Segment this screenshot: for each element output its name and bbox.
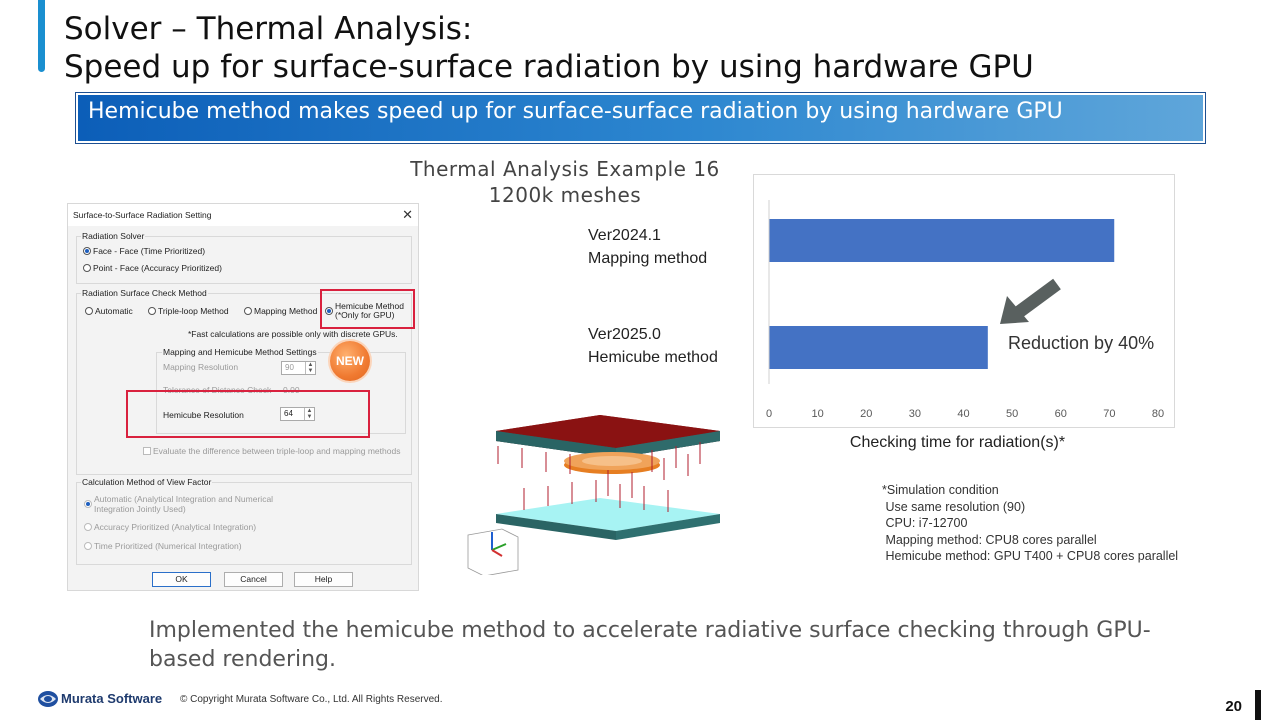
headline-banner-text: Hemicube method makes speed up for surfa… bbox=[78, 95, 1203, 141]
ok-button[interactable]: OK bbox=[152, 572, 211, 587]
category-label-ver2025: Ver2025.0 Hemicube method bbox=[588, 323, 718, 369]
radio-face-face-label: Face - Face (Time Prioritized) bbox=[93, 246, 206, 256]
radio-hemicube-label: Hemicube Method (*Only for GPU) bbox=[335, 302, 404, 320]
radio-automatic[interactable] bbox=[85, 307, 93, 315]
radio-point-face-label: Point - Face (Accuracy Prioritized) bbox=[93, 263, 222, 273]
example-title-line1: Thermal Analysis Example 16 bbox=[410, 157, 720, 181]
category-label-ver2024-line2: Mapping method bbox=[588, 250, 708, 267]
vf-automatic-line1: Automatic (Analytical Integration and Nu… bbox=[94, 494, 274, 504]
hemicube-gpu-only-note: (*Only for GPU) bbox=[335, 310, 395, 320]
bar-chart: 0 10 20 30 40 50 60 70 80 bbox=[766, 200, 1164, 420]
x-tick-label: 10 bbox=[812, 408, 824, 420]
footer-copyright: © Copyright Murata Software Co., Ltd. Al… bbox=[180, 694, 443, 705]
down-left-arrow-icon bbox=[1000, 278, 1061, 324]
radio-vf-accuracy-label: Accuracy Prioritized (Analytical Integra… bbox=[94, 522, 257, 532]
x-tick-label: 20 bbox=[860, 408, 872, 420]
view-factor-label: Calculation Method of View Factor bbox=[81, 477, 213, 487]
evaluate-difference-checkbox[interactable] bbox=[143, 447, 151, 455]
evaluate-difference-label: Evaluate the difference between triple-l… bbox=[153, 446, 401, 456]
headline-banner: Hemicube method makes speed up for surfa… bbox=[75, 92, 1206, 144]
cancel-button[interactable]: Cancel bbox=[224, 572, 283, 587]
category-label-ver2024-line1: Ver2024.1 bbox=[588, 227, 661, 244]
radio-hemicube[interactable] bbox=[325, 307, 333, 315]
method-settings-label: Mapping and Hemicube Method Settings bbox=[162, 347, 318, 357]
top-plate bbox=[496, 415, 720, 458]
page-number: 20 bbox=[1225, 698, 1242, 715]
conditions-heading: *Simulation condition bbox=[882, 483, 999, 497]
example-title-line2: 1200k meshes bbox=[488, 183, 642, 207]
radio-vf-time-label: Time Prioritized (Numerical Integration) bbox=[94, 541, 242, 551]
summary-text: Implemented the hemicube method to accel… bbox=[149, 618, 1151, 672]
vf-automatic-line2: Integration Jointly Used) bbox=[94, 504, 186, 514]
category-label-ver2025-line1: Ver2025.0 bbox=[588, 326, 661, 343]
radiation-arrows bbox=[497, 442, 701, 512]
slide-title-line2: Speed up for surface-surface radiation b… bbox=[64, 49, 1034, 85]
new-badge: NEW bbox=[330, 341, 370, 381]
radio-vf-time[interactable] bbox=[84, 542, 92, 550]
hemicube-resolution-stepper[interactable]: 64 ▲ ▼ bbox=[280, 407, 315, 421]
condition-line: Hemicube method: GPU T400 + CPU8 cores p… bbox=[882, 549, 1179, 563]
chart-frame bbox=[753, 174, 1175, 428]
page-number-bar bbox=[1255, 690, 1261, 720]
heater-disc bbox=[564, 452, 660, 474]
condition-line: Use same resolution (90) bbox=[882, 499, 1026, 514]
radio-vf-accuracy[interactable] bbox=[84, 523, 92, 531]
hemicube-highlight-box bbox=[320, 289, 415, 329]
check-method-group bbox=[76, 293, 412, 475]
radio-triple-loop-label: Triple-loop Method bbox=[158, 306, 229, 316]
bar-1 bbox=[769, 326, 988, 369]
category-label-ver2024: Ver2024.1 Mapping method bbox=[588, 224, 707, 270]
simulation-conditions: *Simulation condition Use same resolutio… bbox=[882, 482, 1178, 565]
stepper-arrows-icon: ▲ ▼ bbox=[305, 362, 315, 374]
hemicube-option-label: Hemicube Method bbox=[335, 301, 404, 311]
close-icon[interactable]: ✕ bbox=[402, 207, 413, 222]
radio-automatic-label: Automatic bbox=[95, 306, 133, 316]
title-accent-bar bbox=[38, 0, 45, 72]
radio-face-face[interactable] bbox=[83, 247, 91, 255]
x-tick-label: 80 bbox=[1152, 408, 1164, 420]
category-label-ver2025-line2: Hemicube method bbox=[588, 349, 718, 366]
radio-triple-loop[interactable] bbox=[148, 307, 156, 315]
x-tick-label: 30 bbox=[909, 408, 921, 420]
stepper-arrows-icon: ▲ ▼ bbox=[304, 408, 314, 420]
dialog-title: Surface-to-Surface Radiation Setting bbox=[73, 210, 212, 220]
x-tick-label: 70 bbox=[1103, 408, 1115, 420]
gpu-note: *Fast calculations are possible only wit… bbox=[188, 329, 398, 339]
help-button[interactable]: Help bbox=[294, 572, 353, 587]
dialog-title-bar: Surface-to-Surface Radiation Setting ✕ bbox=[68, 204, 418, 226]
mapping-resolution-value: 90 bbox=[285, 363, 294, 372]
radio-point-face[interactable] bbox=[83, 264, 91, 272]
axis-triad-icon bbox=[467, 528, 519, 575]
check-method-label: Radiation Surface Check Method bbox=[81, 288, 208, 298]
x-tick-label: 60 bbox=[1055, 408, 1067, 420]
bottom-plate bbox=[496, 498, 720, 540]
murata-logo-icon bbox=[38, 691, 58, 707]
condition-line: CPU: i7-12700 bbox=[882, 516, 968, 530]
hemicube-resolution-highlight-box bbox=[126, 390, 370, 438]
mapping-resolution-label: Mapping Resolution bbox=[163, 362, 239, 372]
condition-line: Mapping method: CPU8 cores parallel bbox=[882, 532, 1097, 547]
radio-mapping[interactable] bbox=[244, 307, 252, 315]
slide-title: Solver – Thermal Analysis: Speed up for … bbox=[64, 10, 1034, 86]
x-tick-label: 0 bbox=[766, 408, 772, 420]
radiation-solver-label: Radiation Solver bbox=[81, 231, 146, 241]
hemicube-resolution-label: Hemicube Resolution bbox=[163, 410, 244, 420]
thermal-model-illustration bbox=[467, 415, 720, 575]
bar-0 bbox=[769, 219, 1115, 262]
x-tick-label: 40 bbox=[957, 408, 969, 420]
radiation-setting-dialog: Surface-to-Surface Radiation Setting ✕ R… bbox=[67, 203, 419, 591]
x-tick-label: 50 bbox=[1006, 408, 1018, 420]
reduction-annotation: Reduction by 40% bbox=[1008, 333, 1155, 353]
example-title: Thermal Analysis Example 16 1200k meshes bbox=[400, 156, 730, 208]
view-factor-group bbox=[76, 482, 412, 565]
radio-vf-automatic-label: Automatic (Analytical Integration and Nu… bbox=[94, 494, 273, 514]
mapping-resolution-stepper[interactable]: 90 ▲ ▼ bbox=[281, 361, 316, 375]
radiation-solver-group bbox=[76, 236, 412, 284]
chart-x-axis-label: Checking time for radiation(s)* bbox=[849, 434, 1066, 451]
radio-mapping-label: Mapping Method bbox=[254, 306, 318, 316]
slide-title-line1: Solver – Thermal Analysis: bbox=[64, 11, 473, 47]
hemicube-resolution-value: 64 bbox=[284, 409, 293, 418]
radio-vf-automatic[interactable] bbox=[84, 500, 92, 508]
footer-brand: Murata Software bbox=[61, 691, 163, 706]
